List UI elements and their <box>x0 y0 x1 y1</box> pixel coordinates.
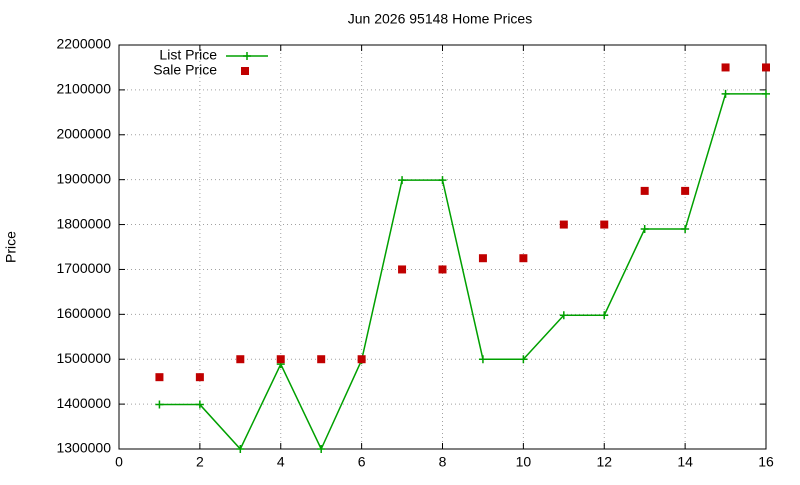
point <box>398 265 407 274</box>
point <box>559 311 568 320</box>
x-tick-label: 0 <box>115 454 123 470</box>
chart-title: Jun 2026 95148 Home Prices <box>348 11 532 27</box>
x-tick-label: 2 <box>196 454 204 470</box>
point <box>195 400 204 409</box>
y-tick-label: 1600000 <box>56 305 111 321</box>
point <box>155 373 164 382</box>
y-tick-label: 1900000 <box>56 170 111 186</box>
point <box>762 89 770 98</box>
y-tick-label: 1400000 <box>56 395 111 411</box>
point <box>681 225 690 234</box>
point <box>398 176 407 185</box>
point <box>438 176 447 185</box>
legend-label: Sale Price <box>153 62 217 78</box>
point <box>195 373 204 382</box>
point <box>236 355 245 364</box>
point <box>357 355 366 364</box>
point <box>317 445 326 453</box>
series-line <box>159 93 766 451</box>
point <box>762 63 770 72</box>
point <box>559 220 568 229</box>
x-tick-label: 8 <box>439 454 447 470</box>
point <box>640 225 649 234</box>
point <box>600 311 609 320</box>
plot-frame <box>118 44 767 450</box>
y-tick-label: 1700000 <box>56 260 111 276</box>
y-axis-label: Price <box>3 231 19 263</box>
point <box>519 355 528 364</box>
point <box>478 254 487 263</box>
point <box>236 445 245 453</box>
legend-marker <box>243 52 251 60</box>
x-tick-label: 4 <box>277 454 285 470</box>
x-tick-label: 14 <box>677 454 693 470</box>
x-tick-label: 10 <box>516 454 532 470</box>
x-tick-label: 6 <box>358 454 366 470</box>
x-tick-label: 12 <box>596 454 612 470</box>
point <box>317 355 326 364</box>
point <box>721 89 730 98</box>
y-tick-label: 2200000 <box>56 36 111 52</box>
y-tick-label: 1300000 <box>56 440 111 456</box>
point <box>640 186 649 195</box>
point <box>681 186 690 195</box>
x-tick-label: 16 <box>758 454 774 470</box>
legend-label: List Price <box>159 47 217 63</box>
y-tick-label: 1800000 <box>56 215 111 231</box>
point <box>276 355 285 364</box>
point <box>600 220 609 229</box>
point <box>721 63 730 72</box>
point <box>155 400 164 409</box>
y-tick-label: 2000000 <box>56 125 111 141</box>
point <box>438 265 447 274</box>
y-tick-label: 1500000 <box>56 350 111 366</box>
y-tick-label: 2100000 <box>56 81 111 97</box>
legend-marker <box>241 67 249 75</box>
point <box>478 355 487 364</box>
point <box>519 254 528 263</box>
